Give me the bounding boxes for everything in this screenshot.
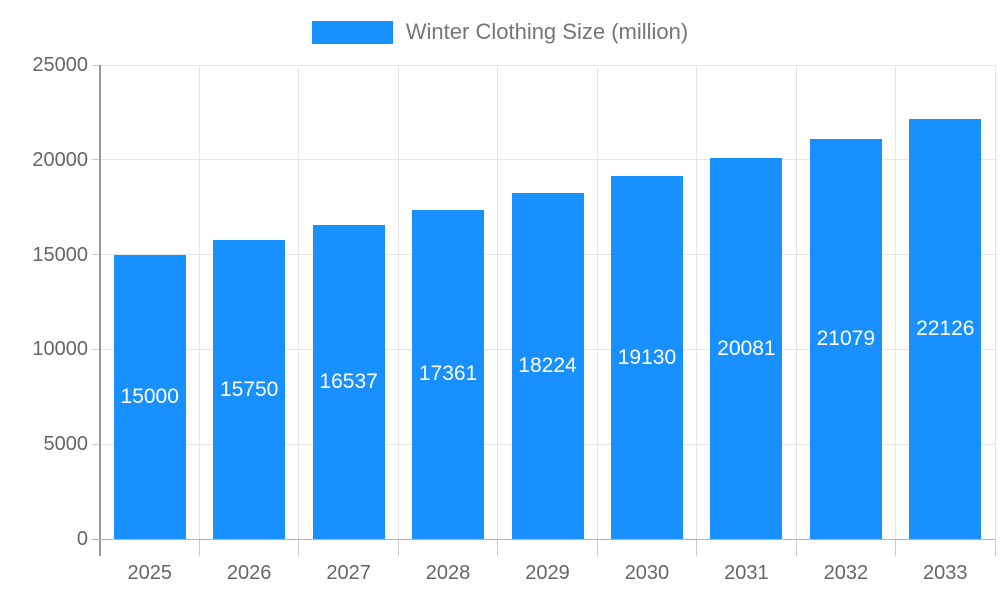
y-axis-tick [92, 64, 100, 66]
x-axis-tick [497, 539, 499, 556]
bar[interactable]: 16537 [312, 225, 385, 539]
x-axis-line [92, 538, 995, 540]
gridline-vertical [397, 65, 399, 539]
y-axis-tick-label: 25000 [32, 54, 88, 76]
gridline-vertical [497, 65, 499, 539]
x-axis-tick-label: 2026 [226, 562, 272, 584]
x-axis-tick [696, 539, 698, 556]
y-axis-tick [92, 159, 100, 161]
bar-value-label: 16537 [319, 370, 378, 394]
gridline-horizontal [100, 159, 995, 161]
bar-value-label: 17361 [418, 362, 478, 386]
bar-value-label: 15000 [120, 384, 179, 408]
bar-value-label: 22126 [916, 317, 975, 341]
x-axis-tick-label: 2030 [624, 562, 670, 584]
gridline-horizontal [100, 64, 995, 66]
y-axis-tick-label: 0 [76, 528, 88, 550]
x-axis-tick [397, 539, 399, 556]
bar[interactable]: 20081 [710, 158, 783, 539]
x-axis-tick-label: 2029 [525, 562, 570, 584]
x-axis-tick [795, 539, 797, 556]
y-axis-tick-label: 10000 [32, 338, 88, 361]
gridline-vertical [994, 65, 996, 539]
gridline-vertical [298, 65, 300, 539]
legend-swatch [311, 20, 393, 44]
bar[interactable]: 22126 [909, 119, 982, 539]
y-axis-line [99, 65, 101, 556]
bar-value-label: 20081 [717, 336, 776, 360]
bar-value-label: 15750 [219, 377, 279, 401]
x-axis-tick-label: 2025 [127, 562, 172, 584]
bar-value-label: 19130 [617, 345, 677, 369]
bar[interactable]: 21079 [809, 139, 882, 539]
x-axis-tick [298, 539, 300, 556]
x-axis-tick-label: 2033 [923, 562, 968, 584]
y-axis-tick-label: 15000 [32, 243, 88, 266]
y-axis-tick [92, 443, 100, 445]
legend-label: Winter Clothing Size (million) [405, 19, 689, 44]
gridline-vertical [696, 65, 698, 539]
x-axis-tick [994, 539, 996, 556]
bar[interactable]: 15750 [213, 240, 286, 539]
x-axis-tick [198, 539, 200, 556]
bar[interactable]: 15000 [113, 254, 186, 539]
y-axis-tick [92, 348, 100, 350]
x-axis-tick [596, 539, 598, 556]
y-axis-tick-label: 5000 [43, 433, 89, 456]
y-axis-tick-label: 20000 [32, 148, 88, 171]
x-axis-tick-label: 2032 [823, 562, 869, 584]
x-axis-tick-label: 2028 [425, 562, 471, 584]
bar-value-label: 18224 [518, 354, 577, 378]
x-axis-tick-label: 2027 [326, 562, 371, 584]
x-axis-tick-label: 2031 [724, 562, 769, 584]
bar[interactable]: 17361 [412, 209, 485, 539]
x-axis-tick [895, 539, 897, 556]
bar[interactable]: 18224 [511, 193, 584, 539]
gridline-vertical [795, 65, 797, 539]
gridline-vertical [596, 65, 598, 539]
bar[interactable]: 19130 [610, 176, 683, 539]
gridline-vertical [198, 65, 200, 539]
y-axis-tick [92, 254, 100, 256]
gridline-vertical [895, 65, 897, 539]
legend[interactable]: Winter Clothing Size (million) [0, 19, 1000, 45]
bar-value-label: 21079 [816, 327, 876, 351]
